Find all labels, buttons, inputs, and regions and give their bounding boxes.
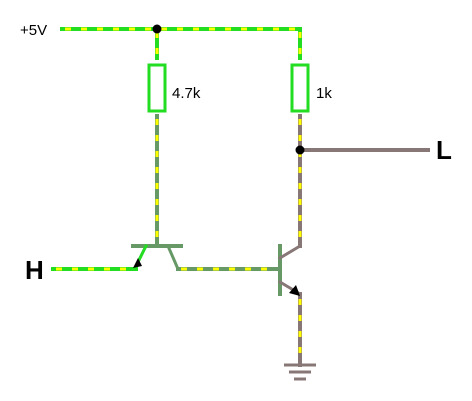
current-dot — [155, 199, 159, 205]
current-dot — [197, 267, 203, 271]
current-dot — [155, 167, 159, 173]
current-dot — [298, 199, 302, 205]
current-dot — [298, 32, 302, 38]
q2-emitter-arrow-icon — [289, 285, 300, 296]
current-dot — [97, 27, 103, 31]
current-dot — [155, 48, 159, 54]
q1-emitter-arrow-icon — [133, 258, 142, 268]
current-dot — [81, 27, 87, 31]
current-dot — [193, 27, 199, 31]
current-dot — [72, 267, 78, 271]
current-dot — [229, 267, 235, 271]
current-dot — [56, 267, 62, 271]
current-dot — [298, 315, 302, 321]
current-dot — [298, 135, 302, 141]
current-dot — [298, 48, 302, 54]
current-dot — [155, 231, 159, 237]
current-dot — [213, 267, 219, 271]
current-dot — [181, 267, 187, 271]
output-l-label: L — [436, 135, 452, 165]
input-h-label: H — [25, 255, 44, 285]
current-dot — [120, 267, 126, 271]
current-dot — [209, 27, 215, 31]
resistor-4k7 — [147, 63, 167, 113]
ground-symbol-icon — [284, 363, 316, 381]
current-dot — [88, 267, 94, 271]
output-junction-node — [295, 145, 305, 155]
current-dot — [298, 183, 302, 189]
current-dot — [273, 27, 279, 31]
supply-junction-node — [152, 24, 162, 34]
current-dot — [298, 231, 302, 237]
supply-label: +5V — [20, 22, 47, 39]
current-dot — [298, 347, 302, 353]
current-dot — [129, 27, 135, 31]
current-dot — [298, 331, 302, 337]
current-dot — [241, 27, 247, 31]
current-dot — [298, 299, 302, 305]
current-dot — [145, 27, 151, 31]
npn-transistor-left-icon — [131, 243, 183, 271]
wires — [51, 27, 430, 367]
current-dot — [155, 32, 159, 38]
resistor-1k — [290, 63, 310, 113]
current-dot — [257, 27, 263, 31]
current-dot — [155, 119, 159, 125]
current-dot — [245, 267, 251, 271]
current-dot — [298, 215, 302, 221]
current-dot — [155, 183, 159, 189]
current-dot — [155, 151, 159, 157]
current-dot — [155, 135, 159, 141]
current-dot — [225, 27, 231, 31]
current-flow-dots — [56, 27, 302, 353]
current-dot — [155, 215, 159, 221]
resistor-1k-label: 1k — [316, 85, 332, 102]
npn-transistor-right-icon — [277, 243, 303, 297]
current-dot — [161, 27, 167, 31]
current-dot — [177, 27, 183, 31]
current-dot — [298, 167, 302, 173]
current-dot — [289, 27, 295, 31]
current-dot — [104, 267, 110, 271]
current-dot — [298, 119, 302, 125]
current-dot — [261, 267, 267, 271]
resistor-4k7-label: 4.7k — [172, 85, 201, 102]
current-dot — [65, 27, 71, 31]
current-dot — [113, 27, 119, 31]
